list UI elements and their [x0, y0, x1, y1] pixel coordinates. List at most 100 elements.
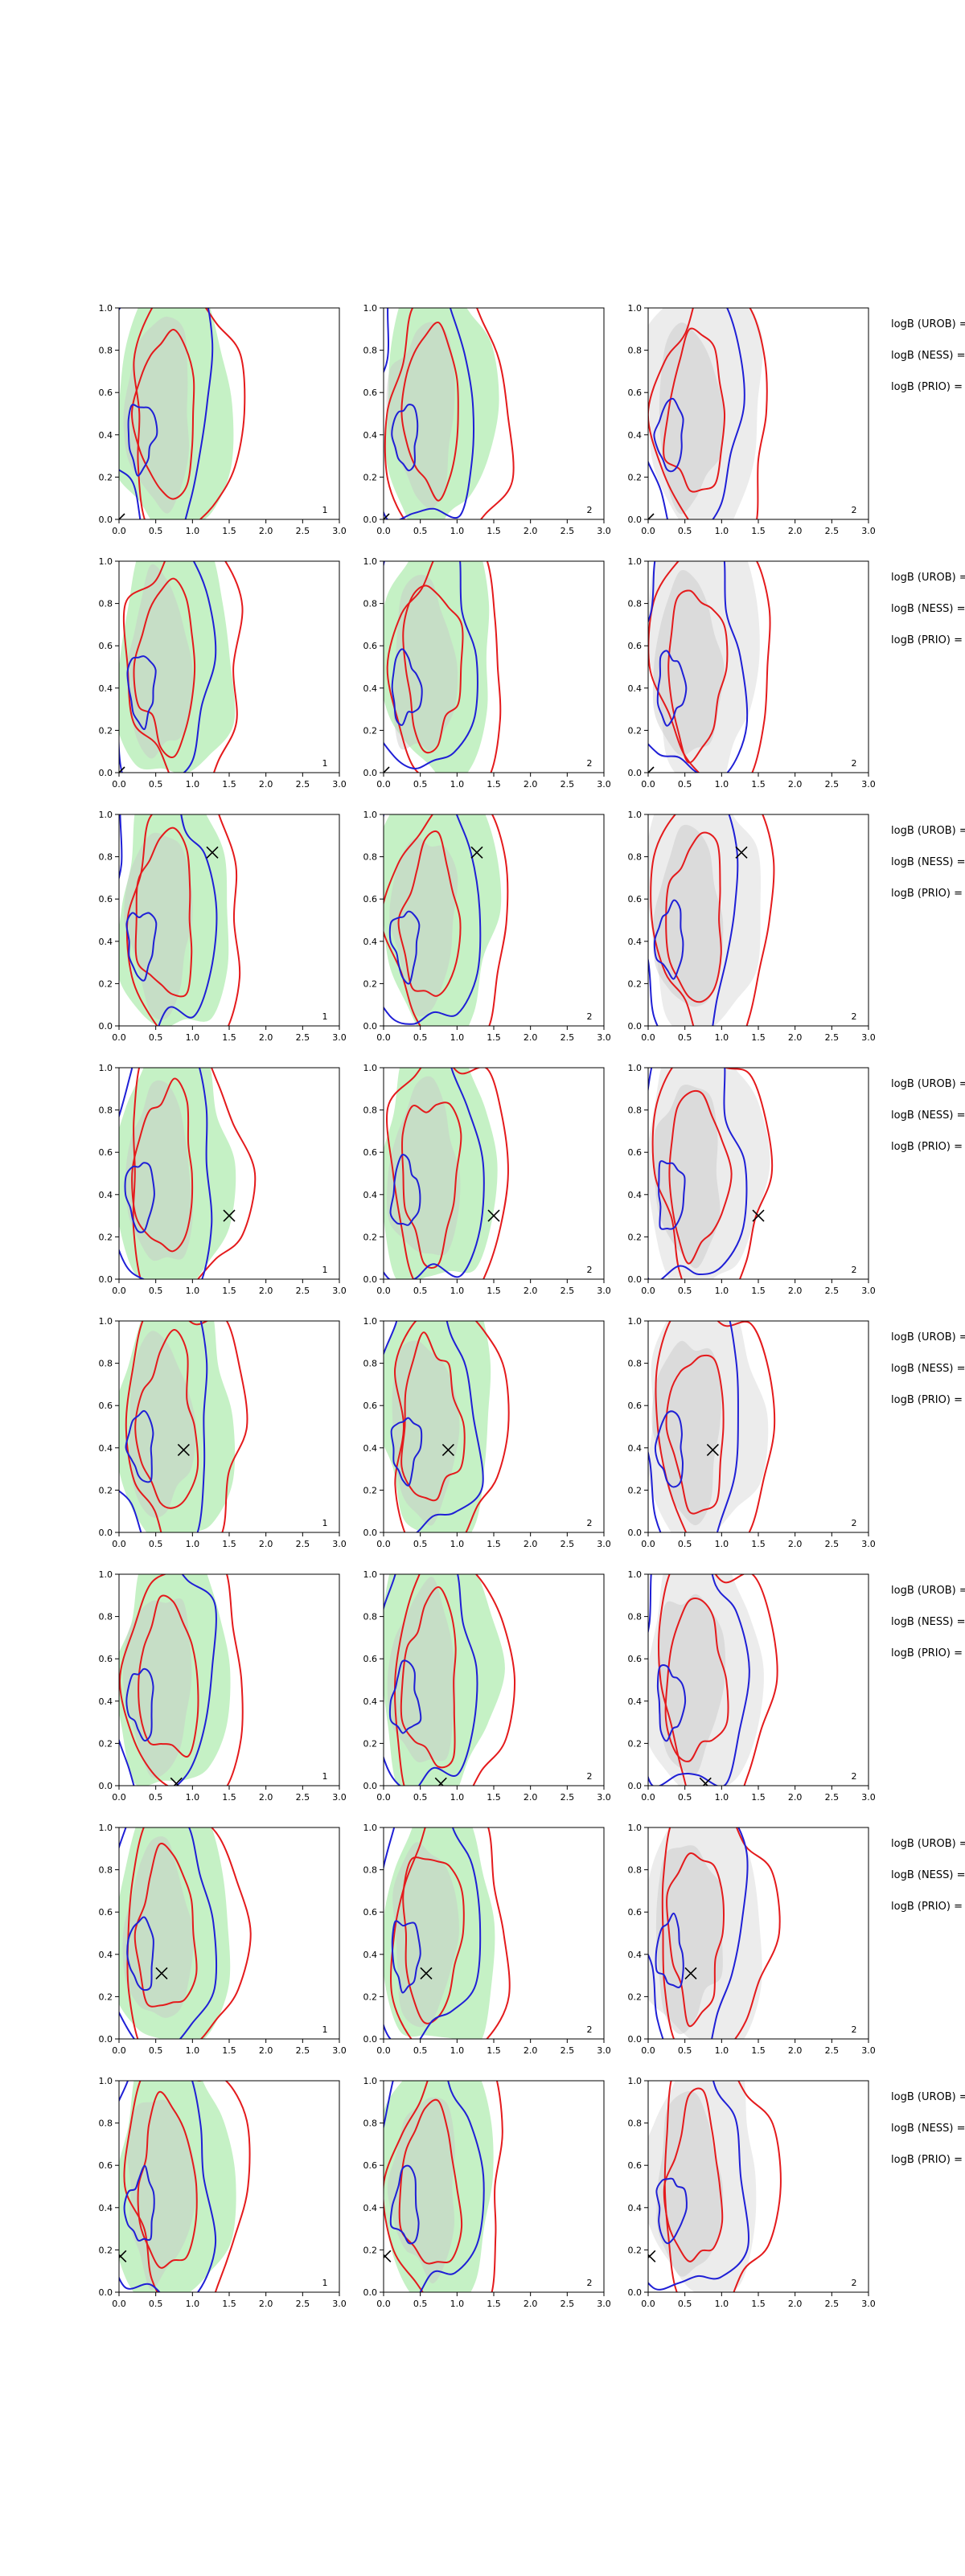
logB-urob-label: logB (UROB) = [891, 1078, 965, 1090]
x-tick-label: 1.5 [222, 1539, 236, 1549]
panel-r6-c3: 0.0 0.5 1.0 1.5 2.0 2.5 3.0 0.0 0.2 0.4 0.6 0.8 1.0 2 [628, 1569, 876, 1803]
x-tick-label: 0.0 [641, 526, 655, 536]
panel-r1-c2: 0.0 0.5 1.0 1.5 2.0 2.5 3.0 0.0 0.2 0.4 0.6 0.8 1.0 2 [363, 303, 611, 536]
x-tick-label: 3.0 [597, 1286, 611, 1296]
x-marker [735, 846, 748, 859]
x-tick-label: 3.0 [332, 779, 347, 790]
red-contour-outer [132, 1068, 257, 1279]
x-tick-label: 2.5 [296, 526, 310, 536]
red-contour-inner [398, 2098, 463, 2265]
x-tick-label: 2.5 [825, 779, 840, 790]
blue-contour-inner [127, 404, 158, 477]
red-contour-inner [397, 830, 462, 997]
x-tick-label: 3.0 [861, 779, 876, 790]
x-tick-label: 0.5 [413, 2045, 428, 2056]
y-tick-label: 0.2 [363, 1232, 378, 1242]
y-tick-label: 0.8 [363, 1105, 378, 1116]
x-marker [434, 1777, 447, 1786]
red-contour-inner [400, 1586, 457, 1769]
red-contour-inner [663, 2087, 724, 2262]
red-contour-outer [390, 1827, 511, 2039]
y-tick-label: 1.0 [363, 810, 378, 820]
y-tick-label: 0.0 [99, 1274, 113, 1285]
x-tick-label: 2.0 [524, 1539, 538, 1549]
logB-prio-label: logB (PRIO) = [891, 1647, 963, 1659]
y-tick-label: 0.2 [628, 1485, 643, 1495]
x-tick-label: 3.0 [597, 526, 611, 536]
red-contour-outer [133, 308, 246, 519]
x-tick-label: 2.5 [561, 1792, 575, 1803]
y-tick-label: 1.0 [363, 1316, 378, 1327]
logB-ness-label: logB (NESS) = [891, 856, 965, 868]
x-tick-label: 1.5 [751, 2045, 766, 2056]
red-contour-inner [667, 589, 729, 764]
blue-contour-outer [648, 308, 745, 519]
y-tick-label: 0.4 [628, 1696, 643, 1707]
y-tick-label: 1.0 [99, 1316, 113, 1327]
y-tick-label: 0.0 [628, 1274, 643, 1285]
y-tick-label: 0.8 [363, 1359, 378, 1369]
blue-contour-inner [653, 899, 684, 980]
x-marker [223, 1209, 236, 1222]
x-tick-label: 3.0 [597, 2045, 611, 2056]
y-tick-label: 0.0 [628, 1021, 643, 1032]
panel-corner-label: 2 [587, 1771, 593, 1782]
x-marker [706, 1443, 719, 1456]
density-fill-inner [126, 2099, 198, 2291]
x-tick-label: 0.0 [112, 1032, 126, 1043]
x-tick-label: 3.0 [861, 2045, 876, 2056]
blue-contour-outer [384, 1574, 478, 1786]
logB-urob-label: logB (UROB) = [891, 318, 965, 330]
blue-contour-inner [391, 648, 423, 726]
blue-contour-inner [391, 404, 419, 472]
y-tick-label: 0.2 [628, 1991, 643, 2002]
y-tick-label: 0.8 [99, 1612, 113, 1622]
y-tick-label: 0.0 [99, 1528, 113, 1538]
y-tick-label: 0.2 [99, 1991, 113, 2002]
blue-contour-inner [391, 1920, 421, 1994]
red-contour-outer [661, 1827, 781, 2039]
y-tick-label: 0.4 [628, 1950, 643, 1960]
panel-r3-c1: 0.0 0.5 1.0 1.5 2.0 2.5 3.0 0.0 0.2 0.4 0.6 0.8 1.0 1 [99, 810, 347, 1043]
y-tick-label: 0.6 [628, 388, 643, 398]
y-tick-label: 0.0 [628, 515, 643, 525]
y-tick-label: 0.4 [99, 937, 113, 947]
y-tick-label: 0.8 [628, 852, 643, 863]
y-tick-label: 1.0 [628, 303, 643, 314]
x-tick-label: 2.0 [788, 1286, 803, 1296]
y-tick-label: 1.0 [363, 1569, 378, 1580]
x-tick-label: 0.5 [149, 1286, 163, 1296]
blue-contour-inner [124, 1162, 155, 1233]
x-tick-label: 1.5 [487, 1539, 501, 1549]
y-tick-label: 0.8 [628, 1105, 643, 1116]
x-tick-label: 0.0 [641, 1286, 655, 1296]
y-tick-label: 0.2 [363, 1485, 378, 1495]
panel-r4-c3: 0.0 0.5 1.0 1.5 2.0 2.5 3.0 0.0 0.2 0.4 0.6 0.8 1.0 2 [628, 1063, 876, 1296]
red-contour-inner [134, 1329, 199, 1509]
x-tick-label: 1.0 [186, 1032, 200, 1043]
y-tick-label: 0.0 [628, 2287, 643, 2298]
logB-urob-label: logB (UROB) = [891, 572, 965, 584]
y-tick-label: 1.0 [99, 1063, 113, 1073]
panel-corner-label: 1 [322, 2278, 328, 2288]
red-contour-outer [393, 1574, 516, 1786]
blue-contour-inner [388, 1659, 422, 1734]
x-tick-label: 1.0 [450, 1286, 465, 1296]
blue-contour-inner [388, 910, 421, 985]
panel-r2-c2: 0.0 0.5 1.0 1.5 2.0 2.5 3.0 0.0 0.2 0.4 0.6 0.8 1.0 2 [363, 556, 611, 790]
x-tick-label: 2.0 [524, 526, 538, 536]
y-tick-label: 0.6 [628, 894, 643, 904]
x-tick-label: 0.0 [376, 1539, 391, 1549]
blue-contour-inner [125, 1409, 154, 1483]
x-tick-label: 1.0 [450, 2045, 465, 2056]
blue-contour-inner [654, 1410, 684, 1488]
panel-corner-label: 1 [322, 505, 328, 515]
panel-corner-label: 2 [852, 2278, 857, 2288]
y-tick-label: 0.2 [363, 978, 378, 989]
x-tick-label: 2.5 [296, 1286, 310, 1296]
panel-corner-label: 1 [322, 1518, 328, 1528]
panel-r5-c3: 0.0 0.5 1.0 1.5 2.0 2.5 3.0 0.0 0.2 0.4 0.6 0.8 1.0 2 [628, 1316, 876, 1549]
x-tick-label: 1.5 [487, 1286, 501, 1296]
panel-corner-label: 2 [587, 2024, 593, 2035]
